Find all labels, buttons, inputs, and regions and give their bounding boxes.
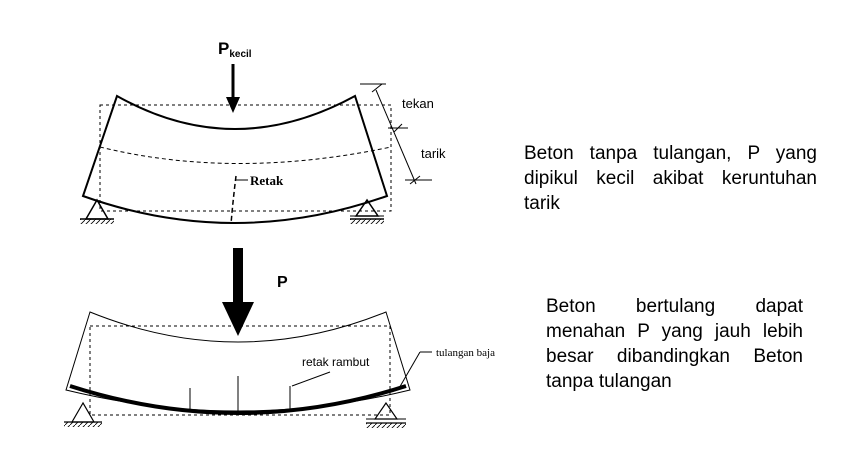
crack-label: Retak [250, 173, 284, 188]
tension-zone-label: tarik [421, 146, 446, 161]
hairline-crack-leader [291, 371, 331, 387]
small-load-label: Pkecil [218, 39, 252, 60]
compression-zone-label: tekan [402, 96, 434, 111]
plain-concrete-caption: Beton tanpa tulangan, P yang dipikul kec… [524, 143, 817, 214]
large-load-arrow-icon [222, 248, 254, 336]
plain-beam-neutral-axis [99, 146, 392, 164]
right-roller-support-icon [350, 198, 384, 224]
large-load-label: P [277, 274, 288, 291]
right-roller-support-icon-bottom [366, 401, 406, 428]
hairline-crack-label: retak rambut [302, 355, 370, 369]
rebar-label: tulangan baja [436, 347, 495, 359]
plain-beam-crack [230, 175, 237, 225]
reinforced-concrete-caption: Beton bertulang dapat menahan P yang jau… [546, 296, 803, 392]
plain-beam-deformed-outline [81, 94, 389, 224]
zone-dimension-lines [360, 83, 432, 185]
reinforced-beam-group: P retak rambut tulangan baja [64, 248, 495, 428]
hairline-cracks [189, 376, 291, 412]
small-load-arrow-icon [226, 64, 240, 113]
left-pin-support-icon [80, 198, 114, 224]
left-pin-support-icon-bottom [64, 401, 102, 427]
steel-rebar [69, 384, 407, 415]
plain-beam-original-outline [99, 104, 392, 212]
plain-beam-group: Pkecil tekan tarik Retak [80, 39, 446, 225]
small-load-subscript: kecil [229, 49, 251, 60]
rebar-leader [397, 351, 421, 391]
